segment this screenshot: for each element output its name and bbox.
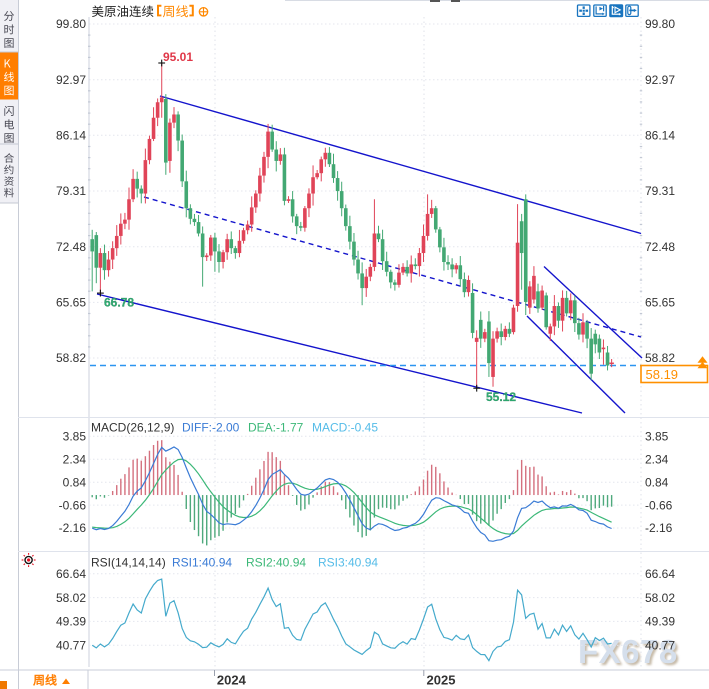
svg-text:92.97: 92.97 (56, 73, 86, 87)
svg-text:-2.16: -2.16 (645, 521, 673, 535)
svg-text:55.12: 55.12 (486, 390, 516, 404)
svg-text:MACD:-0.45: MACD:-0.45 (312, 421, 378, 435)
svg-text:RSI2:40.94: RSI2:40.94 (246, 556, 306, 570)
svg-text:2024: 2024 (217, 673, 247, 688)
svg-text:2.34: 2.34 (645, 453, 669, 467)
svg-text:79.31: 79.31 (645, 184, 675, 198)
svg-text:65.65: 65.65 (645, 296, 675, 310)
svg-text:72.48: 72.48 (645, 240, 675, 254)
svg-text:99.80: 99.80 (645, 17, 675, 31)
svg-text:40.77: 40.77 (56, 639, 86, 653)
svg-text:66.64: 66.64 (56, 567, 86, 581)
svg-text:86.14: 86.14 (645, 129, 675, 143)
svg-text:49.39: 49.39 (645, 615, 675, 629)
svg-text:40.77: 40.77 (645, 639, 675, 653)
svg-text:86.14: 86.14 (56, 129, 86, 143)
svg-text:3.85: 3.85 (63, 430, 87, 444)
svg-text:2.34: 2.34 (63, 453, 87, 467)
svg-text:99.80: 99.80 (56, 17, 86, 31)
svg-text:65.65: 65.65 (56, 296, 86, 310)
svg-text:0.84: 0.84 (645, 475, 669, 489)
svg-text:2025: 2025 (427, 673, 456, 688)
svg-text:58.02: 58.02 (56, 591, 86, 605)
svg-text:58.82: 58.82 (645, 351, 675, 365)
svg-text:66.78: 66.78 (104, 296, 134, 310)
svg-text:RSI3:40.94: RSI3:40.94 (318, 556, 378, 570)
svg-text:95.01: 95.01 (163, 50, 193, 64)
svg-text:DIFF:-2.00: DIFF:-2.00 (182, 421, 240, 435)
svg-text:0.84: 0.84 (63, 475, 87, 489)
svg-text:DEA:-1.77: DEA:-1.77 (248, 421, 304, 435)
svg-text:66.64: 66.64 (645, 567, 675, 581)
svg-text:RSI(14,14,14): RSI(14,14,14) (91, 556, 166, 570)
svg-text:-0.66: -0.66 (59, 498, 87, 512)
svg-text:58.19: 58.19 (646, 367, 679, 382)
svg-text:79.31: 79.31 (56, 184, 86, 198)
svg-text:RSI1:40.94: RSI1:40.94 (172, 556, 232, 570)
svg-text:-0.66: -0.66 (645, 498, 673, 512)
svg-text:92.97: 92.97 (645, 73, 675, 87)
svg-text:58.82: 58.82 (56, 351, 86, 365)
svg-text:-2.16: -2.16 (59, 521, 87, 535)
svg-text:MACD(26,12,9): MACD(26,12,9) (91, 421, 174, 435)
svg-text:72.48: 72.48 (56, 240, 86, 254)
svg-text:58.02: 58.02 (645, 591, 675, 605)
svg-text:49.39: 49.39 (56, 615, 86, 629)
svg-text:3.85: 3.85 (645, 430, 669, 444)
